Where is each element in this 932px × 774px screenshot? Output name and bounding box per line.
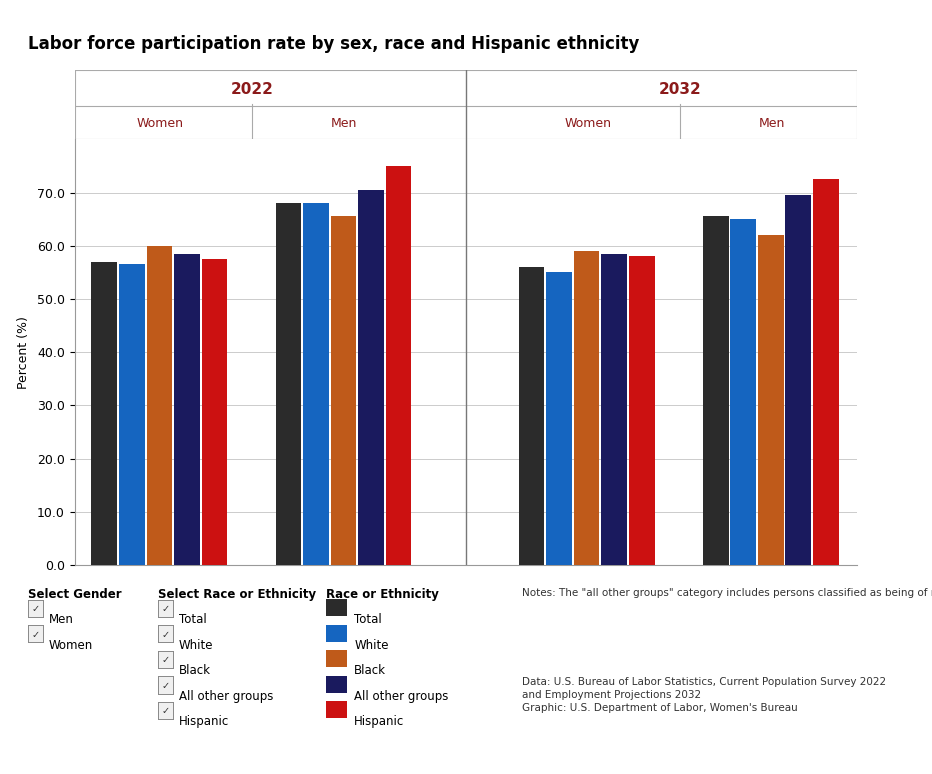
Bar (276, 203, 301, 565)
Bar (703, 217, 729, 565)
Text: Black: Black (179, 664, 211, 677)
Bar (601, 254, 627, 565)
Text: ✓: ✓ (162, 656, 170, 666)
Text: Men: Men (759, 118, 785, 131)
Text: Hispanic: Hispanic (354, 715, 404, 728)
Bar (574, 251, 599, 565)
Text: Men: Men (331, 118, 358, 131)
Text: Black: Black (354, 664, 386, 677)
Bar (331, 217, 356, 565)
Text: 2032: 2032 (658, 82, 701, 97)
Text: ✓: ✓ (32, 630, 39, 640)
Text: Notes: The "all other groups" category includes persons classified as being of m: Notes: The "all other groups" category i… (522, 588, 932, 598)
Bar (119, 265, 144, 565)
Text: ✓: ✓ (162, 681, 170, 691)
Bar (174, 254, 199, 565)
Text: Total: Total (179, 613, 207, 626)
Text: Hispanic: Hispanic (179, 715, 229, 728)
Bar (358, 190, 384, 565)
Text: Race or Ethnicity: Race or Ethnicity (326, 588, 439, 601)
Bar (731, 219, 756, 565)
Text: ✓: ✓ (162, 630, 170, 640)
Text: Labor force participation rate by sex, race and Hispanic ethnicity: Labor force participation rate by sex, r… (28, 35, 639, 53)
Text: Total: Total (354, 613, 382, 626)
Bar (201, 259, 227, 565)
Text: Women: Women (137, 118, 184, 131)
Text: Women: Women (564, 118, 611, 131)
Bar (91, 262, 117, 565)
Text: All other groups: All other groups (354, 690, 448, 703)
Text: ✓: ✓ (162, 604, 170, 615)
Bar (386, 166, 411, 565)
Text: Select Race or Ethnicity: Select Race or Ethnicity (158, 588, 317, 601)
Bar (629, 256, 654, 565)
Text: 2022: 2022 (231, 82, 274, 97)
Bar (813, 180, 839, 565)
Text: ✓: ✓ (162, 707, 170, 717)
Text: Women: Women (48, 639, 92, 652)
Text: White: White (354, 639, 389, 652)
Text: White: White (179, 639, 213, 652)
Text: Select Gender: Select Gender (28, 588, 121, 601)
Bar (786, 195, 811, 565)
Bar (519, 267, 544, 565)
Bar (146, 245, 172, 565)
Text: All other groups: All other groups (179, 690, 273, 703)
Text: Men: Men (48, 613, 74, 626)
Bar (546, 272, 572, 565)
Bar (758, 235, 784, 565)
Bar (303, 203, 329, 565)
Text: Data: U.S. Bureau of Labor Statistics, Current Population Survey 2022
and Employ: Data: U.S. Bureau of Labor Statistics, C… (522, 677, 886, 713)
Y-axis label: Percent (%): Percent (%) (17, 316, 30, 389)
Text: ✓: ✓ (32, 604, 39, 615)
